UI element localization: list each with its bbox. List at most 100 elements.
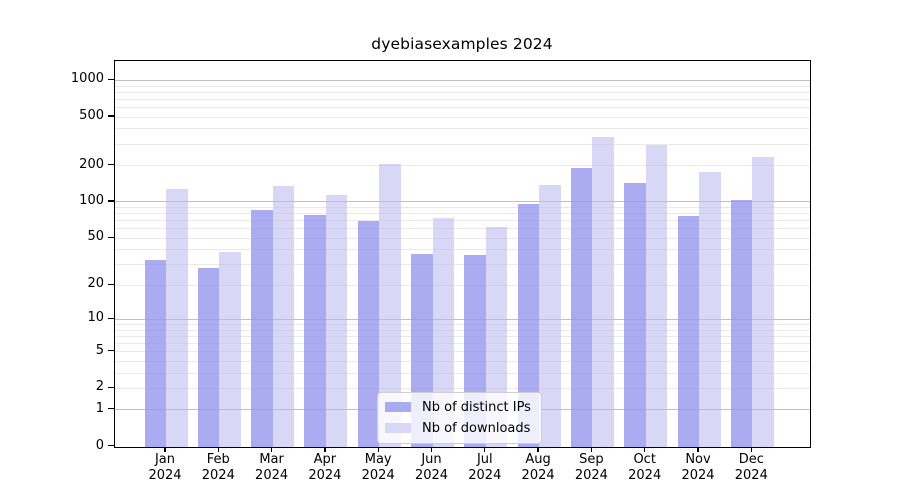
gridline-900 <box>114 85 810 87</box>
bar-downloads-dec <box>752 156 774 447</box>
x-tick-month-jul: Jul <box>476 452 493 467</box>
x-tick-year-feb: 2024 <box>201 467 235 483</box>
x-tick-label-jul: Jul 2024 <box>453 452 517 483</box>
gridline-600 <box>114 106 810 108</box>
bar-downloads-feb <box>219 252 241 447</box>
x-tick-label-nov: Nov 2024 <box>666 452 730 483</box>
y-tick-mark-200 <box>107 163 114 166</box>
legend-swatch-downloads <box>385 423 411 433</box>
gridline-80 <box>114 213 810 215</box>
x-tick-label-oct: Oct 2024 <box>613 452 677 483</box>
y-tick-mark-0 <box>107 444 114 447</box>
legend: Nb of distinct IPs Nb of downloads <box>377 392 542 444</box>
y-tick-mark-10 <box>107 317 114 320</box>
gridline-70 <box>114 220 810 222</box>
bar-distinct-ips-aug <box>517 203 540 447</box>
x-tick-month-nov: Nov <box>685 452 711 467</box>
y-tick-label-10: 10 <box>87 310 104 326</box>
gridline-9 <box>114 324 810 325</box>
bar-distinct-ips-oct <box>624 182 646 447</box>
legend-label-downloads: Nb of downloads <box>422 420 531 436</box>
legend-swatch-distinct-ips <box>385 402 411 412</box>
x-tick-mark-feb <box>217 446 219 452</box>
x-tick-month-aug: Aug <box>525 452 551 467</box>
y-tick-label-0: 0 <box>95 437 104 453</box>
y-tick-label-1: 1 <box>95 400 104 416</box>
x-tick-mark-jul <box>484 446 486 452</box>
bar-distinct-ips-mar <box>251 209 273 447</box>
y-tick-mark-2 <box>107 386 114 388</box>
gridline-30 <box>114 264 810 266</box>
x-tick-year-jan: 2024 <box>148 467 182 483</box>
x-tick-month-jan: Jan <box>154 452 176 467</box>
y-tick-label-200: 200 <box>79 156 104 172</box>
bar-downloads-sep <box>592 136 614 447</box>
x-tick-year-aug: 2024 <box>521 467 555 483</box>
y-tick-mark-50 <box>107 236 114 238</box>
x-tick-mark-sep <box>590 446 593 452</box>
x-tick-mark-dec <box>750 446 752 452</box>
chart-title: dyebiasexamples 2024 <box>371 35 553 53</box>
x-tick-mark-aug <box>537 446 539 452</box>
bar-distinct-ips-jan <box>144 259 166 447</box>
gridline-7 <box>114 335 810 337</box>
gridline-300 <box>114 143 810 145</box>
x-tick-label-jun: Jun 2024 <box>400 452 464 483</box>
x-tick-month-sep: Sep <box>579 452 604 467</box>
y-tick-mark-5 <box>107 349 114 352</box>
y-tick-mark-1 <box>107 408 114 410</box>
x-tick-year-jun: 2024 <box>414 467 449 483</box>
x-tick-label-mar: Mar 2024 <box>240 452 304 483</box>
x-tick-label-may: May 2024 <box>346 452 410 483</box>
y-tick-label-20: 20 <box>87 276 104 292</box>
x-tick-label-sep: Sep 2024 <box>559 452 623 483</box>
gridline-60 <box>114 228 810 230</box>
x-tick-label-feb: Feb 2024 <box>186 452 250 483</box>
x-tick-month-apr: Apr <box>313 452 337 467</box>
y-tick-label-1000: 1000 <box>70 71 104 87</box>
gridline-6 <box>114 342 810 344</box>
gridline-200 <box>114 165 810 166</box>
y-tick-mark-20 <box>107 283 114 285</box>
gridline-90 <box>114 206 810 208</box>
gridline-4 <box>114 360 810 362</box>
bar-distinct-ips-feb <box>197 268 220 447</box>
gridline-1000 <box>114 79 810 81</box>
gridline-5 <box>114 351 810 353</box>
x-tick-label-jan: Jan 2024 <box>133 452 197 483</box>
bar-distinct-ips-dec <box>730 199 753 447</box>
gridline-20 <box>114 284 810 286</box>
y-tick-label-50: 50 <box>87 229 104 245</box>
gridline-40 <box>114 249 810 251</box>
x-tick-mark-jun <box>430 446 433 452</box>
bar-downloads-aug <box>539 185 561 447</box>
y-tick-mark-500 <box>107 115 114 117</box>
x-tick-year-mar: 2024 <box>255 467 289 483</box>
x-tick-month-may: May <box>364 452 392 467</box>
gridline-3 <box>114 372 810 374</box>
x-tick-year-sep: 2024 <box>574 467 608 483</box>
bar-distinct-ips-may <box>357 220 380 447</box>
gridline-10 <box>114 318 810 320</box>
gridline-50 <box>114 237 810 239</box>
gridline-500 <box>114 116 810 118</box>
gridline-800 <box>114 91 810 93</box>
x-tick-month-jun: Jun <box>421 452 442 467</box>
x-tick-month-mar: Mar <box>259 452 284 467</box>
x-tick-year-nov: 2024 <box>681 467 715 483</box>
y-tick-label-2: 2 <box>95 379 104 395</box>
x-tick-mark-may <box>377 446 379 452</box>
bar-distinct-ips-nov <box>677 216 699 447</box>
bar-downloads-mar <box>272 186 295 447</box>
y-tick-label-5: 5 <box>95 342 104 358</box>
gridline-8 <box>114 329 810 331</box>
x-tick-year-jul: 2024 <box>468 467 502 483</box>
bar-downloads-may <box>379 164 401 447</box>
legend-label-distinct-ips: Nb of distinct IPs <box>422 399 531 415</box>
y-tick-label-100: 100 <box>79 192 104 208</box>
y-tick-mark-100 <box>107 200 114 202</box>
x-tick-month-dec: Dec <box>738 452 764 467</box>
bar-downloads-jul <box>485 227 508 447</box>
x-tick-label-aug: Aug 2024 <box>506 452 570 483</box>
